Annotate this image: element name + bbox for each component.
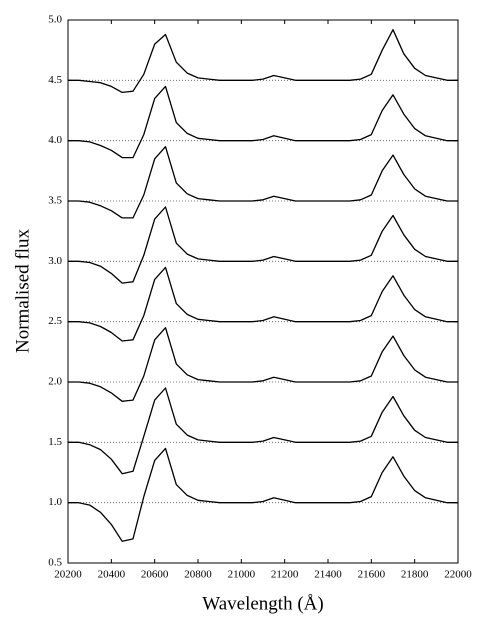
x-tick-label: 20400 — [98, 569, 126, 581]
y-tick-label: 3.5 — [48, 195, 62, 207]
x-tick-label: 21200 — [271, 569, 299, 581]
spectrum-line — [68, 85, 458, 159]
x-tick-label: 21400 — [314, 569, 342, 581]
y-tick-label: 0.5 — [48, 557, 62, 569]
spectrum-line — [68, 387, 458, 475]
y-tick-label: 1.5 — [48, 436, 62, 448]
y-tick-label: 2.5 — [48, 315, 62, 327]
x-tick-label: 21600 — [358, 569, 386, 581]
y-tick-label: 4.5 — [48, 74, 62, 86]
y-axis-label: Normalised flux — [12, 229, 33, 354]
spectrum-line — [68, 327, 458, 402]
y-tick-label: 5.0 — [48, 14, 62, 26]
x-tick-label: 20600 — [141, 569, 169, 581]
y-tick-label: 2.0 — [48, 376, 62, 388]
spectrum-line — [68, 29, 458, 94]
x-tick-label: 22000 — [444, 569, 472, 581]
spectrum-line — [68, 447, 458, 542]
y-tick-label: 1.0 — [48, 496, 62, 508]
y-tick-label: 4.0 — [48, 134, 62, 146]
spectrum-line — [68, 266, 458, 342]
spectrum-line — [68, 146, 458, 219]
x-tick-label: 20200 — [54, 569, 82, 581]
x-axis-label: Wavelength (Å) — [202, 593, 323, 614]
spectrum-line — [68, 206, 458, 284]
x-tick-label: 21800 — [401, 569, 429, 581]
y-tick-label: 3.0 — [48, 255, 62, 267]
x-tick-label: 20800 — [184, 569, 212, 581]
plot-frame — [67, 19, 459, 564]
x-tick-label: 21000 — [228, 569, 256, 581]
